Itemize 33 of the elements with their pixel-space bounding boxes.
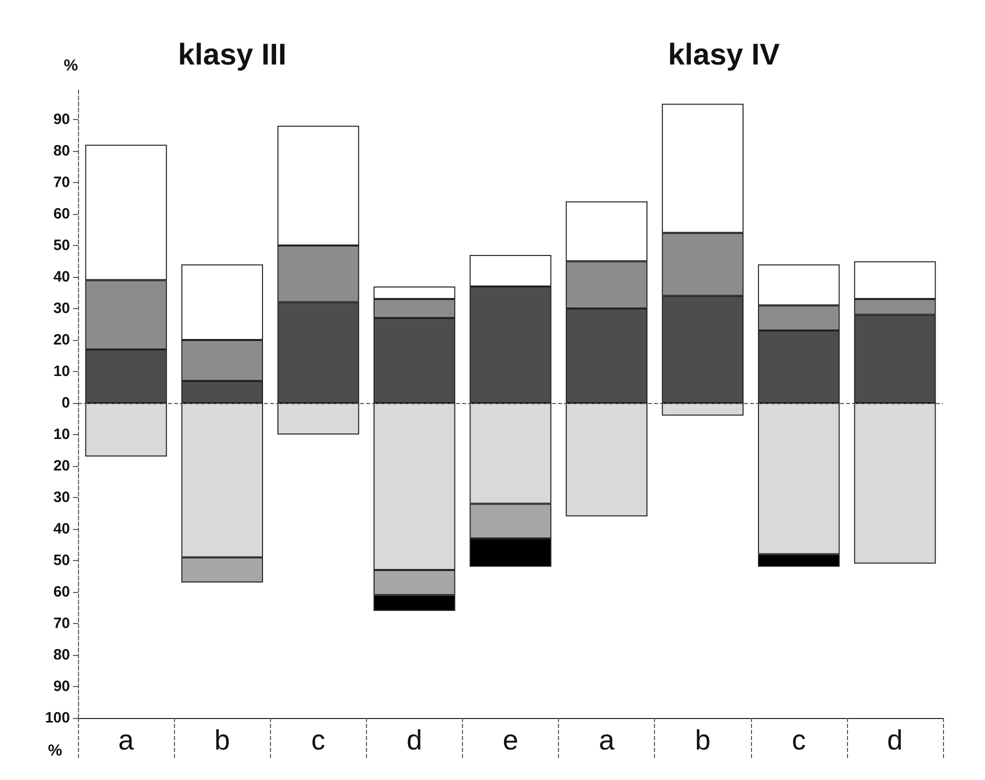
y-tick-label: 0: [62, 394, 70, 412]
x-tick-label: b: [694, 724, 711, 756]
y-tick-label: 60: [53, 206, 70, 222]
y-tick-label: 70: [53, 615, 70, 632]
y-tick-label: 20: [53, 332, 70, 348]
y-tick-label: 50: [53, 237, 70, 254]
y-tick-label: 80: [53, 142, 70, 160]
x-tick-label: c: [311, 724, 326, 756]
y-tick-label: 40: [53, 268, 70, 286]
y-tick-label: 20: [53, 458, 70, 474]
text: klasy III: [178, 38, 286, 72]
y-tick-label: 50: [53, 552, 70, 569]
y-tick-label: 10: [53, 363, 70, 380]
x-tick-label: d: [406, 724, 422, 756]
y-tick-label: 30: [53, 489, 70, 506]
y-tick-label: 60: [53, 584, 70, 600]
text: klasy IV: [668, 38, 780, 72]
x-tick-label: a: [118, 724, 134, 756]
x-tick-label: e: [502, 724, 518, 756]
x-tick-label: b: [214, 724, 230, 756]
y-tick-label: 80: [53, 646, 70, 664]
x-tick-label: a: [598, 724, 615, 756]
y-tick-label: 70: [53, 174, 70, 191]
y-tick-label: 90: [53, 678, 70, 695]
x-tick-label: c: [792, 724, 806, 756]
y-tick-label: 40: [53, 520, 70, 538]
text: %: [48, 742, 62, 760]
x-tick-label: d: [887, 724, 903, 756]
y-tick-label: 10: [53, 426, 70, 443]
y-tick-label: 100: [44, 710, 70, 726]
y-axis-title: %: [64, 58, 78, 74]
y-tick-label: 30: [53, 300, 70, 317]
y-tick-label: 90: [53, 111, 70, 128]
